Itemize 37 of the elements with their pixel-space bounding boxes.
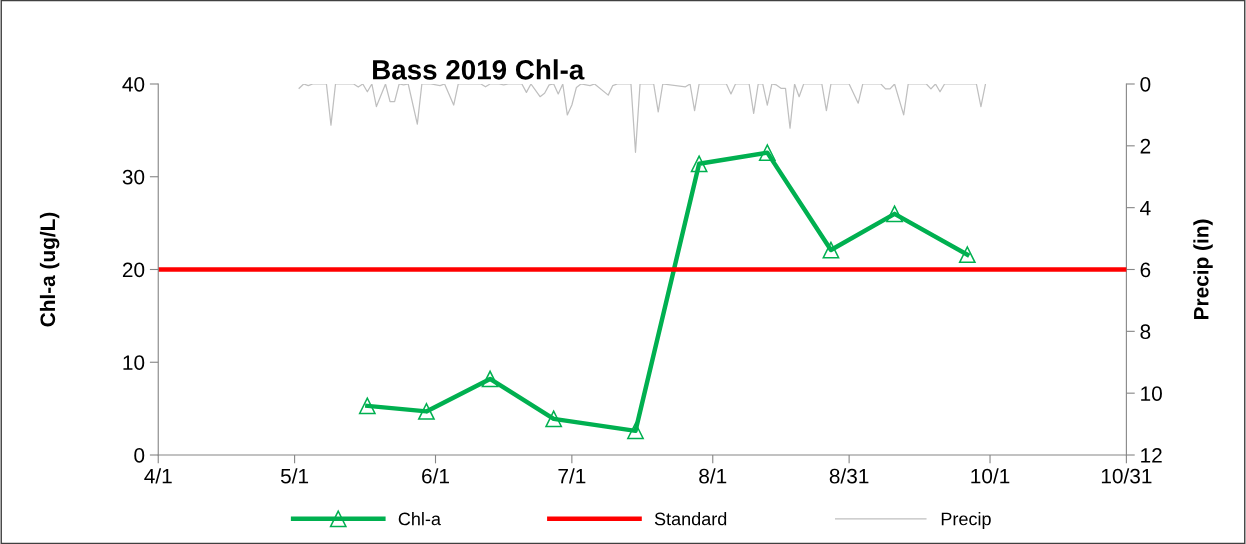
point bbox=[690, 155, 708, 173]
y-tick-label: 40 bbox=[122, 76, 145, 92]
y-tick-label: 10 bbox=[123, 355, 145, 370]
chart-title: Bass 2019 Chl-a bbox=[373, 59, 585, 80]
y2-axis-title: Precip (in) bbox=[1193, 219, 1213, 320]
point bbox=[358, 397, 376, 415]
legend-label: Chl-a bbox=[398, 512, 441, 526]
x-tick-label: 6/1 bbox=[422, 468, 449, 484]
point bbox=[545, 410, 563, 428]
y2-tick-label: 10 bbox=[1141, 386, 1162, 401]
point bbox=[627, 422, 644, 440]
x-tick-label: 4/1 bbox=[144, 468, 172, 484]
point bbox=[418, 403, 435, 420]
x-tick-label: 8/31 bbox=[829, 468, 869, 484]
y2-tick-label: 8 bbox=[1140, 324, 1151, 340]
x-tick-label: 10/31 bbox=[1101, 468, 1152, 484]
x-tick-label: 10/1 bbox=[971, 468, 1010, 484]
legend-label: Precip bbox=[941, 512, 991, 529]
y-tick-label: 0 bbox=[134, 448, 145, 463]
x-tick-label: 7/1 bbox=[558, 468, 586, 484]
y2-tick-label: 12 bbox=[1141, 448, 1162, 463]
y2-tick-label: 4 bbox=[1140, 200, 1151, 216]
point bbox=[886, 205, 903, 223]
line-series bbox=[298, 83, 987, 153]
point bbox=[822, 241, 840, 259]
point bbox=[481, 370, 499, 388]
y-axis-title: Chl-a (ug/L) bbox=[39, 212, 60, 327]
y2-tick-label: 6 bbox=[1140, 262, 1151, 278]
y-tick-label: 20 bbox=[122, 262, 145, 278]
point bbox=[958, 246, 976, 264]
y-tick-label: 30 bbox=[122, 169, 145, 185]
legend-label: Standard bbox=[654, 512, 727, 526]
point bbox=[758, 144, 776, 162]
x-tick-label: 5/1 bbox=[280, 468, 309, 484]
y2-tick-label: 0 bbox=[1140, 76, 1151, 92]
y2-tick-label: 2 bbox=[1140, 138, 1151, 154]
x-tick-label: 8/1 bbox=[699, 468, 727, 484]
